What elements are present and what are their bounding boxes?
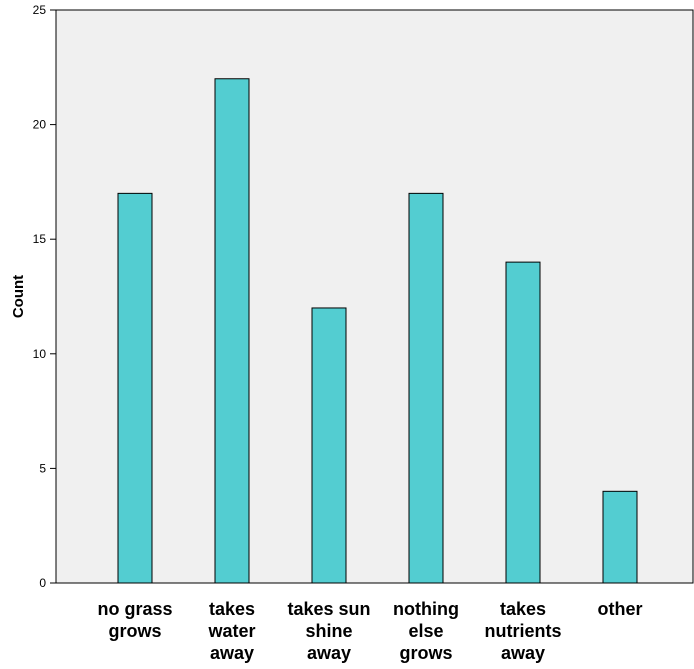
bar: [214, 78, 250, 584]
x-category-label: nothing else grows: [393, 599, 459, 663]
x-category-label: takes nutrients away: [484, 599, 561, 663]
y-axis-title: Count: [10, 275, 27, 318]
x-category-label-line: water: [207, 621, 255, 641]
x-category-label-line: takes: [209, 599, 255, 619]
x-category-label-line: takes sun: [287, 599, 370, 619]
x-category-label-line: grows: [399, 643, 452, 663]
x-category-label-line: other: [598, 599, 643, 619]
bar: [408, 192, 444, 584]
x-category-label-line: grows: [108, 621, 161, 641]
x-category-label-line: nutrients: [484, 621, 561, 641]
bar: [505, 261, 541, 584]
y-tick-label: 15: [33, 232, 47, 246]
x-category-label-line: away: [501, 643, 545, 663]
x-category-label: other: [598, 599, 643, 619]
bar: [117, 192, 153, 584]
bars: [117, 78, 638, 584]
y-axis: 0 5 10 15 20 25: [33, 3, 56, 590]
x-category-label-line: away: [307, 643, 351, 663]
y-tick-label: 10: [33, 347, 47, 361]
x-category-label: takes water away: [207, 599, 255, 663]
y-tick-label: 25: [33, 3, 47, 17]
x-category-label-line: else: [408, 621, 443, 641]
x-category-label-line: takes: [500, 599, 546, 619]
y-tick-label: 5: [39, 461, 46, 475]
x-category-label-line: nothing: [393, 599, 459, 619]
y-tick-label: 0: [39, 576, 46, 590]
y-tick-label: 20: [33, 118, 47, 132]
x-category-label-line: shine: [305, 621, 352, 641]
bar: [311, 307, 347, 584]
bar: [602, 490, 638, 584]
x-category-label-line: away: [210, 643, 254, 663]
x-category-label: takes sun shine away: [287, 599, 370, 663]
x-category-label-line: no grass: [97, 599, 172, 619]
x-category-label: no grass grows: [97, 599, 172, 641]
plot-area: [55, 9, 694, 584]
